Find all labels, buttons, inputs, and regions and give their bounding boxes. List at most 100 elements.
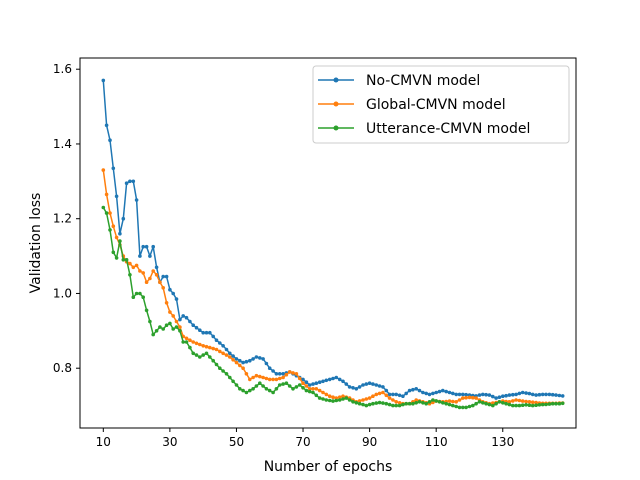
data-point bbox=[101, 205, 106, 210]
data-point bbox=[254, 355, 259, 359]
data-point bbox=[234, 360, 239, 365]
series-1 bbox=[101, 78, 565, 400]
data-point bbox=[520, 399, 525, 403]
data-point bbox=[307, 389, 312, 394]
data-point bbox=[337, 377, 342, 382]
data-point bbox=[444, 401, 449, 406]
data-point bbox=[277, 376, 282, 381]
data-point bbox=[357, 401, 362, 406]
data-point bbox=[178, 329, 182, 333]
data-point bbox=[224, 353, 229, 357]
data-point bbox=[251, 375, 255, 380]
data-point bbox=[371, 394, 375, 399]
data-point bbox=[174, 297, 179, 301]
data-point bbox=[374, 383, 379, 387]
data-point bbox=[517, 403, 522, 408]
data-point bbox=[267, 377, 272, 382]
data-point bbox=[464, 395, 468, 400]
data-point bbox=[294, 372, 299, 376]
series-line bbox=[102, 169, 563, 405]
data-point bbox=[148, 276, 152, 281]
data-point bbox=[208, 355, 212, 359]
legend-box bbox=[312, 65, 570, 144]
data-point bbox=[124, 181, 129, 185]
data-point bbox=[154, 273, 159, 277]
data-point bbox=[514, 392, 518, 397]
data-point bbox=[447, 402, 452, 407]
data-point bbox=[547, 392, 552, 397]
data-point bbox=[154, 265, 159, 270]
data-point bbox=[244, 390, 249, 395]
data-point bbox=[264, 376, 269, 381]
data-point bbox=[454, 392, 459, 397]
data-point bbox=[114, 235, 119, 240]
data-point bbox=[504, 393, 508, 398]
data-point bbox=[384, 393, 389, 398]
data-point bbox=[191, 351, 195, 356]
x-tick-label: 30 bbox=[162, 435, 177, 449]
data-point bbox=[530, 403, 535, 408]
data-point bbox=[194, 353, 199, 357]
data-point bbox=[337, 395, 342, 400]
data-point bbox=[341, 394, 345, 399]
x-tick-label: 10 bbox=[96, 435, 111, 449]
data-point bbox=[174, 325, 179, 329]
data-point bbox=[131, 265, 136, 270]
data-point bbox=[164, 274, 169, 279]
data-point bbox=[477, 393, 482, 397]
data-point bbox=[534, 393, 538, 397]
data-point bbox=[168, 310, 172, 314]
data-point bbox=[161, 274, 165, 279]
data-point bbox=[161, 327, 165, 331]
data-point bbox=[317, 380, 322, 385]
data-point bbox=[281, 382, 285, 386]
data-point bbox=[204, 330, 209, 335]
data-point bbox=[554, 393, 558, 397]
data-point bbox=[188, 319, 192, 324]
data-point bbox=[151, 269, 155, 273]
data-point bbox=[244, 359, 249, 364]
data-point bbox=[211, 346, 215, 351]
data-point bbox=[557, 393, 562, 398]
data-point bbox=[497, 395, 502, 400]
data-point bbox=[228, 355, 232, 359]
data-point bbox=[361, 383, 365, 387]
data-point bbox=[397, 401, 402, 405]
data-point bbox=[427, 392, 432, 397]
data-point bbox=[527, 403, 532, 408]
data-point bbox=[397, 393, 402, 398]
data-point bbox=[314, 387, 319, 391]
data-point bbox=[188, 345, 192, 350]
data-point bbox=[437, 389, 442, 394]
data-point bbox=[208, 345, 212, 350]
data-point bbox=[317, 388, 322, 393]
data-point bbox=[144, 280, 149, 285]
y-tick-label: 1.2 bbox=[53, 212, 72, 226]
data-point bbox=[321, 379, 325, 384]
data-point bbox=[464, 405, 468, 410]
data-point bbox=[520, 390, 525, 395]
data-point bbox=[201, 353, 205, 357]
data-point bbox=[454, 400, 459, 404]
y-tick-label: 1.4 bbox=[53, 137, 72, 151]
data-point bbox=[331, 399, 335, 403]
data-point bbox=[387, 396, 392, 400]
data-point bbox=[361, 402, 365, 407]
data-point bbox=[474, 401, 478, 406]
data-point bbox=[451, 403, 455, 408]
data-point bbox=[417, 388, 422, 393]
data-point bbox=[421, 401, 425, 405]
data-point bbox=[504, 401, 508, 406]
data-point bbox=[297, 376, 302, 381]
data-point bbox=[294, 385, 299, 389]
data-point bbox=[377, 384, 382, 388]
data-point bbox=[261, 357, 265, 361]
data-point bbox=[138, 269, 142, 273]
data-point bbox=[524, 403, 528, 407]
data-point bbox=[457, 398, 462, 402]
data-point bbox=[261, 375, 265, 380]
data-point bbox=[391, 398, 395, 402]
data-point bbox=[111, 224, 116, 228]
data-point bbox=[540, 402, 545, 407]
data-point bbox=[138, 254, 142, 258]
